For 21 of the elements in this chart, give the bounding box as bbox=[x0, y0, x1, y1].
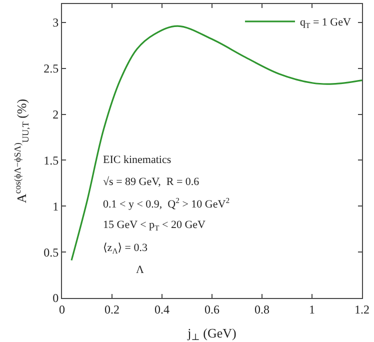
x-axis-title: j$_{⊥}$ (GeV) bbox=[186, 325, 236, 342]
y-tick-label: 0.5 bbox=[44, 245, 59, 260]
x-tick-label: 0.2 bbox=[104, 302, 120, 316]
annotation: EIC kinematics bbox=[103, 154, 172, 166]
x-tick-label: 0.6 bbox=[204, 302, 220, 316]
legend-label: q$_{T}$ = 1 GeV bbox=[300, 16, 351, 30]
annotation: ⟨z$_{Λ}$⟩ = 0.3 bbox=[103, 242, 148, 256]
x-tick-label: 0.8 bbox=[254, 302, 270, 316]
annotation: 15 GeV < p$_{T}$ < 20 GeV bbox=[103, 219, 206, 232]
y-tick-label: 2 bbox=[52, 107, 59, 122]
annotation: Λ bbox=[136, 264, 144, 276]
x-tick-label: 1.2 bbox=[354, 302, 370, 316]
y-tick-label: 0 bbox=[52, 291, 59, 306]
annotation: 0.1 < y < 0.9, Q$^{2}$ > 10 GeV$^{2}$ bbox=[103, 196, 230, 211]
annotation: √s = 89 GeV, R = 0.6 bbox=[103, 176, 200, 188]
y-tick-label: 1 bbox=[52, 199, 59, 214]
y-tick-label: 1.5 bbox=[44, 153, 59, 168]
x-tick-label: 0.4 bbox=[154, 302, 170, 316]
y-tick-label: 3 bbox=[52, 16, 59, 30]
y-tick-label: 2.5 bbox=[44, 62, 59, 76]
x-tick-label: 1 bbox=[309, 302, 315, 316]
